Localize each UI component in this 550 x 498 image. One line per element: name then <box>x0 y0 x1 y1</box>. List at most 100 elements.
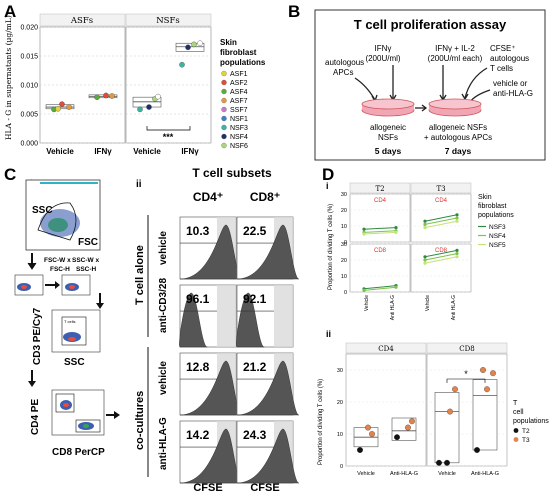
histogram-value: 96.1 <box>186 292 210 306</box>
d-i-series-line <box>363 230 397 233</box>
panel-c-figure: i SSC FSC FSC-W x FSC-H SSC-W x SSC-H T … <box>14 166 300 494</box>
a-legend-label: ASF4 <box>230 89 248 96</box>
histogram-peak <box>236 292 265 348</box>
d-legend-i-title-1: Skin <box>478 194 492 201</box>
histogram-peak <box>179 292 208 348</box>
d-ii-point <box>444 459 450 466</box>
a-legend-swatch <box>221 88 227 95</box>
b-ifn-il2: IFNγ + IL-2 <box>435 44 475 53</box>
gating-plot-2 <box>14 274 44 296</box>
c-row-label-2: vehicle <box>158 361 169 395</box>
d-ii-significance: * <box>464 369 468 379</box>
d-i-series-line <box>424 256 458 264</box>
a-legend-swatch <box>221 79 227 86</box>
d-i-series-line <box>363 231 397 235</box>
c-sscw: SSC-W x <box>72 257 99 264</box>
d-ii-point <box>405 424 411 431</box>
d-legend-ii-title-1: T <box>513 400 518 407</box>
b-days2: 7 days <box>445 146 472 156</box>
d-i-series-line <box>363 286 397 291</box>
d-i-ylabel: Proportion of dividing T cells (%) <box>328 204 334 290</box>
b-ifn-dose: (200U/ml) <box>365 54 400 63</box>
a-legend-label: ASF1 <box>230 71 248 78</box>
a-legend-swatch <box>221 142 227 149</box>
a-xtick-0: Vehicle <box>46 147 74 156</box>
a-legend-label: NSF6 <box>230 143 248 150</box>
d-ii-legend-swatch <box>513 428 519 433</box>
histogram-undivided-region <box>216 285 236 347</box>
d-ii-point <box>447 408 453 415</box>
a-significance: *** <box>163 132 174 142</box>
d-i-point <box>423 258 427 262</box>
d-i-point <box>394 226 398 230</box>
d-i-ytick-label: 30 <box>341 242 347 248</box>
b-autologous-apcs: autologous <box>325 58 364 67</box>
d-i-xtick-2: Vehicle <box>425 295 431 311</box>
d-i-ytick-label: 20 <box>341 208 347 214</box>
d-cd8-a: CD8 <box>374 248 387 254</box>
a-legend-swatch <box>221 124 227 131</box>
d-cd8-b: CD8 <box>435 248 448 254</box>
a-legend-label: NSF1 <box>230 116 248 123</box>
d-ii-point <box>369 431 375 437</box>
d-legend-i-title-2: fibroblast <box>478 203 506 210</box>
d-ii-xtick-1: Anti-HLA-G <box>390 471 418 477</box>
a-point <box>146 104 152 110</box>
d-legend-i-title-3: populations <box>478 212 514 219</box>
d-i-point <box>362 288 366 292</box>
d-ii-box <box>434 392 460 464</box>
a-legend-swatch <box>221 106 227 113</box>
a-legend-title-1: Skin <box>220 38 237 47</box>
d-i-series-line <box>424 217 458 225</box>
facet-nsfs: NSFs <box>156 16 180 26</box>
c-cd8percp: CD8 PerCP <box>52 447 105 458</box>
d-i-point <box>394 285 398 289</box>
b-dish2-l2: + autologous APCs <box>424 133 492 142</box>
a-legend-title-3: populations <box>220 58 266 67</box>
d-ii-legend-swatch <box>513 437 519 442</box>
d-ii-cd4: CD4 <box>378 345 394 353</box>
a-xtick-2: Vehicle <box>133 147 161 156</box>
dish-2-icon <box>428 98 482 117</box>
c-cfse-2: CFSE <box>250 482 279 494</box>
d-t2: T2 <box>375 185 384 193</box>
a-point <box>197 40 203 47</box>
gating-plot-4: T cells <box>51 309 101 353</box>
a-legend-label: ASF2 <box>230 80 248 87</box>
d-i-point <box>455 248 459 252</box>
d-i-ytick-label: 30 <box>341 192 347 198</box>
gating-plot-1 <box>25 179 101 251</box>
c-fsch: FSC-H <box>50 266 70 273</box>
d-ii-point <box>484 386 490 393</box>
c-cd3: CD3 PE/Cy7 <box>32 307 43 365</box>
a-point <box>185 44 191 51</box>
b-dish1-l2: NSFs <box>378 133 398 142</box>
d-i-ytick-label: 20 <box>341 258 347 264</box>
c-ssc: SSC <box>32 205 53 216</box>
d-i-point <box>455 216 459 220</box>
a-legend-swatch <box>221 97 227 104</box>
panel-a-chart: ASFs NSFs 0.000 0.005 0.010 0.015 0.020 HLA … <box>4 13 266 156</box>
c-cfse-1: CFSE <box>193 482 222 494</box>
d-i-series-line <box>424 253 458 261</box>
histogram-value: 92.1 <box>243 292 267 306</box>
a-point <box>55 105 61 112</box>
histogram-value: 12.8 <box>186 360 210 374</box>
a-ytick-label: 0.020 <box>20 25 38 32</box>
d-i-point <box>423 261 427 265</box>
d-ii-point <box>394 434 400 441</box>
d-i-point <box>455 255 459 259</box>
d-ii-ylabel: Proportion of dividing T cells (%) <box>318 379 324 465</box>
d-i-point <box>423 226 427 230</box>
a-point <box>59 101 65 107</box>
d-i-ytick-label: 0 <box>344 240 347 246</box>
histogram-value: 22.5 <box>243 224 267 238</box>
b-days1: 5 days <box>375 146 402 156</box>
c-ssc2: SSC <box>64 357 85 368</box>
d-legend-ii-title-2: cell <box>513 409 524 416</box>
a-legend-title-2: fibroblast <box>220 48 257 57</box>
d-ii-cd8: CD8 <box>459 345 474 353</box>
d-ii-xtick-0: Vehicle <box>357 471 375 477</box>
d-ii-ytick-label: 0 <box>340 464 343 470</box>
d-ii-xtick-2: Vehicle <box>438 471 456 477</box>
